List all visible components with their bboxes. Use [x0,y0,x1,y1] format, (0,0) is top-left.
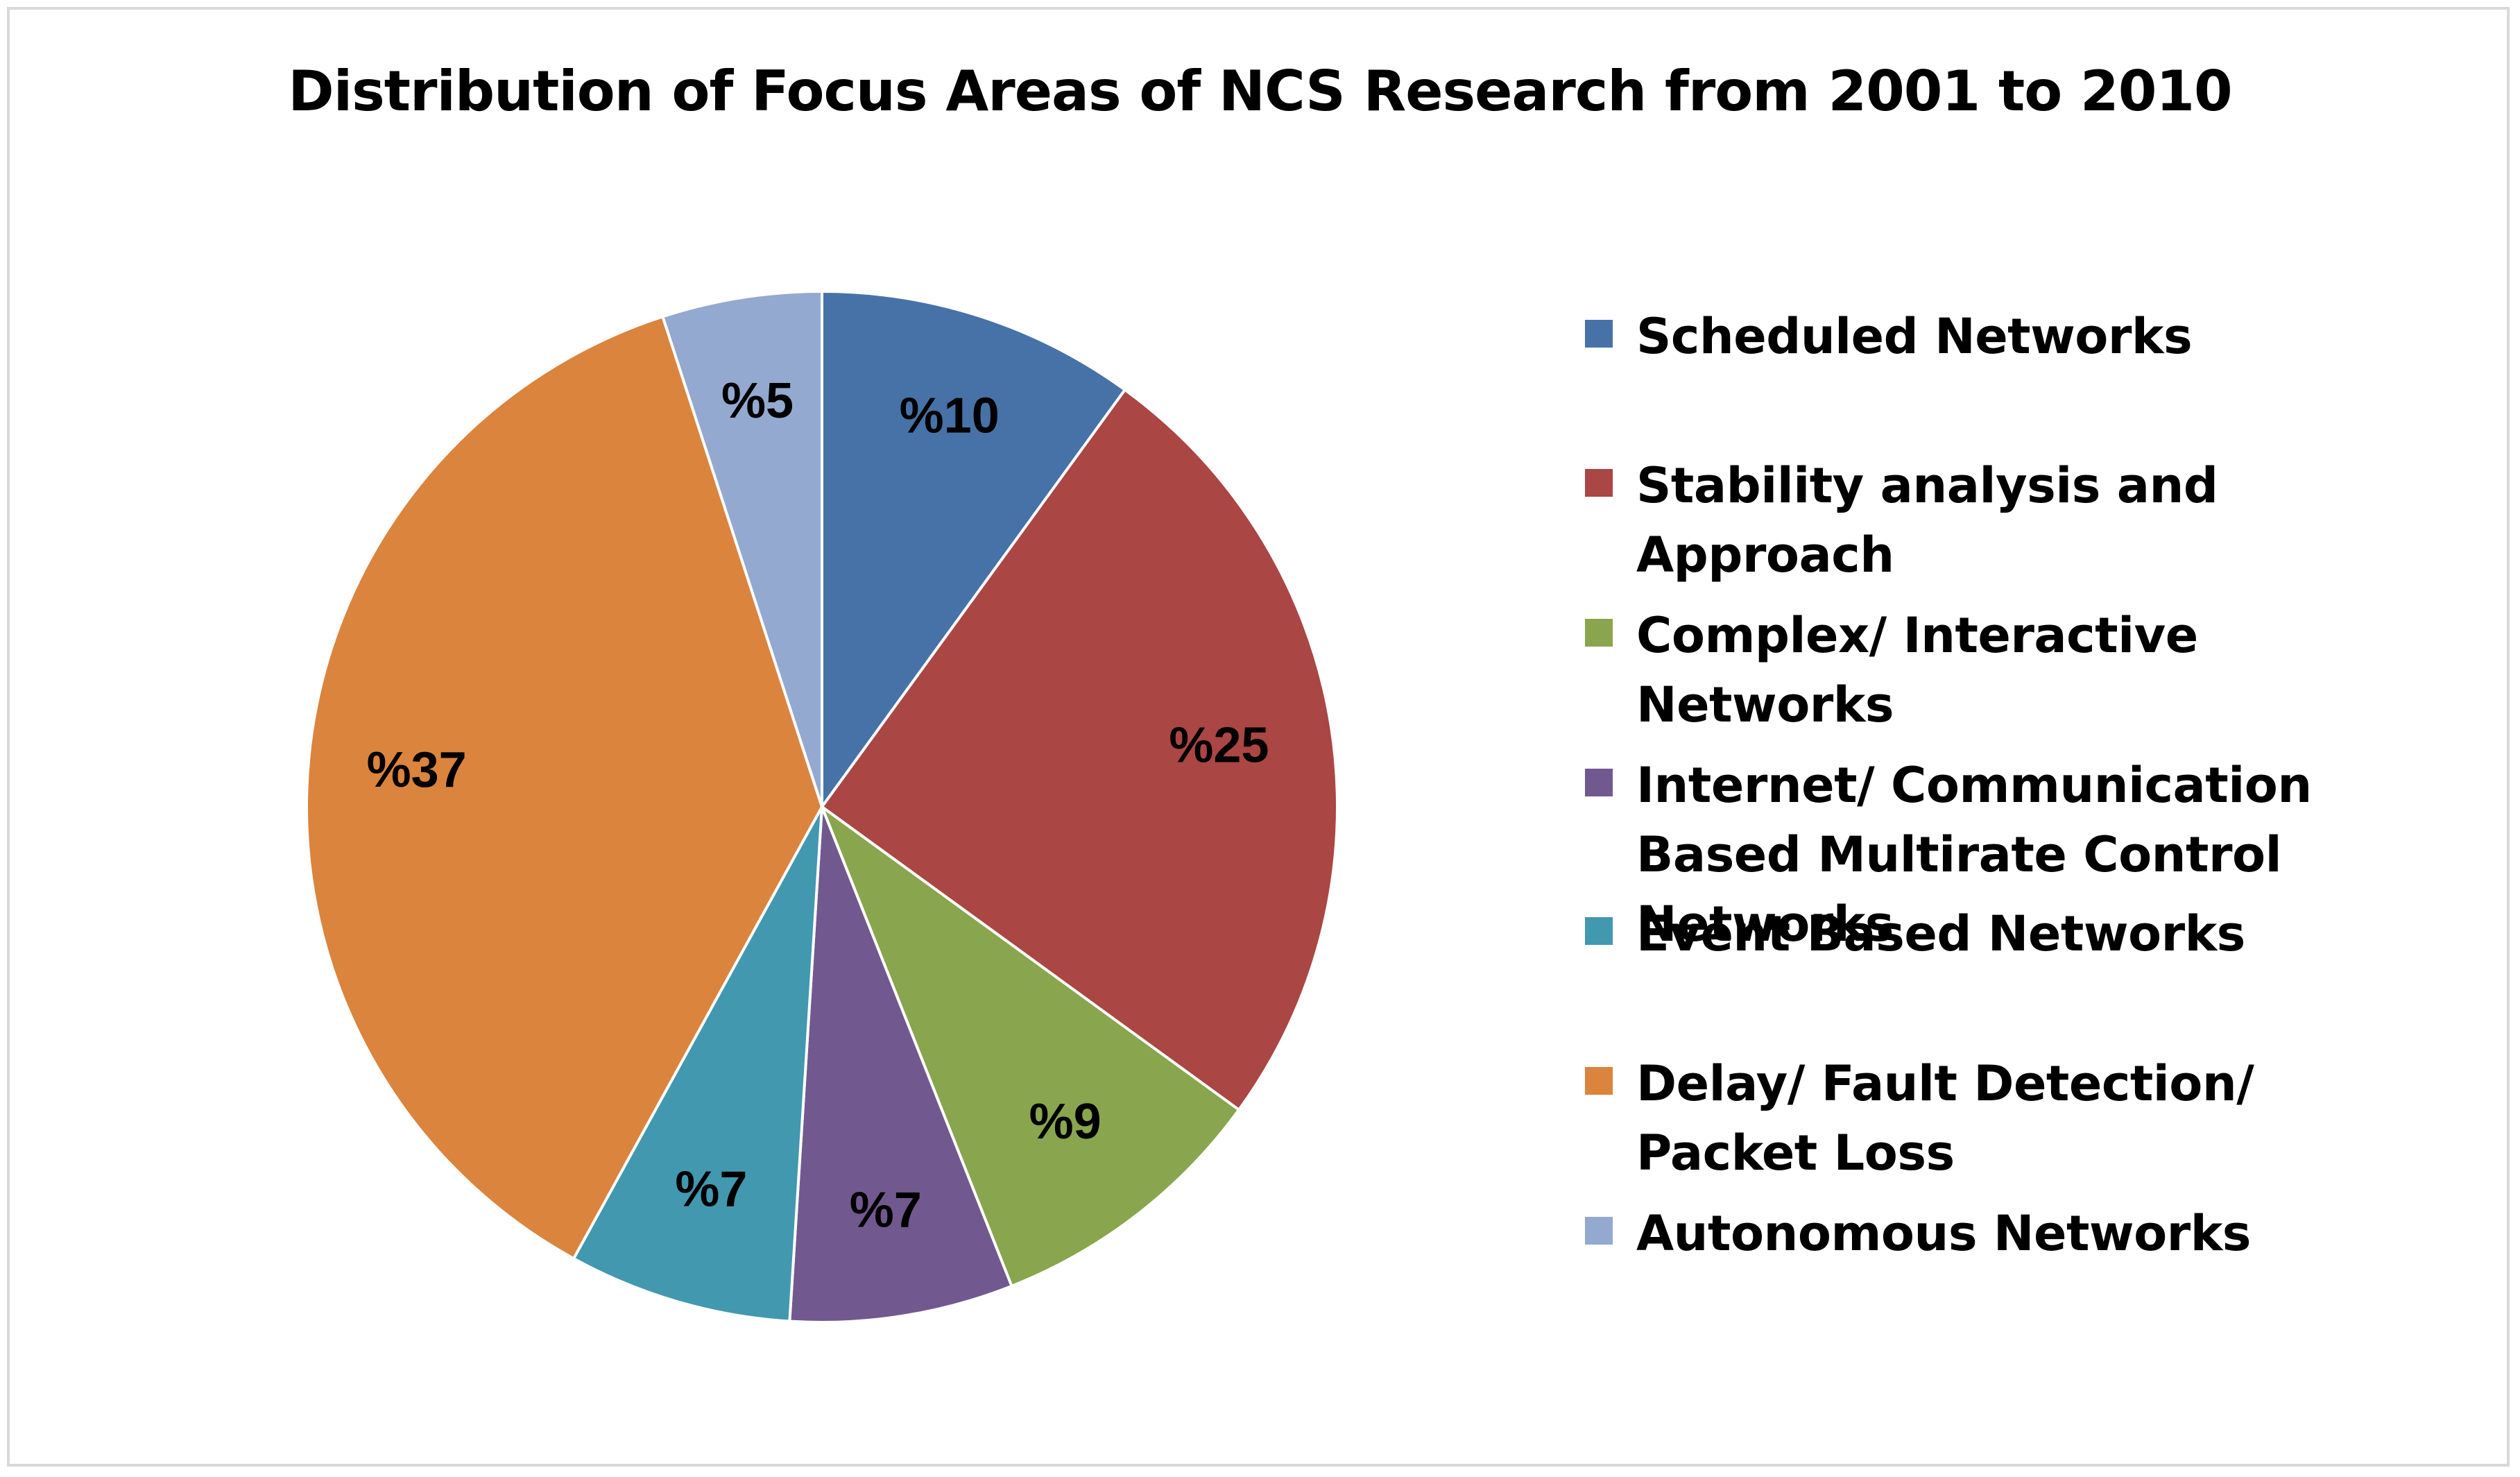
legend-label: Autonomous Networks [1636,1205,2251,1262]
pie-data-labels: %10 %25 %9 %7 %7 %37 %5 [367,373,1269,1238]
data-label-scheduled-networks: %10 [900,389,1000,444]
legend-item-scheduled-networks: Scheduled Networks [1585,302,2469,371]
chart-title: Distribution of Focus Areas of NCS Resea… [288,59,2232,123]
legend-item-stability-analysis: Stability analysis and Approach [1585,451,2469,590]
legend-swatch [1585,917,1613,945]
data-label-autonomous-networks: %5 [721,373,794,429]
legend-label: Delay/ Fault Detection/ Packet Loss [1636,1055,2254,1181]
legend-swatch [1585,619,1613,647]
pie-slice-internet-communication-based-multirate-control-networks [788,806,1014,1324]
legend-swatch [1585,1067,1613,1095]
pie-slice-event-based-networks [572,806,823,1323]
legend-label: Event Based Networks [1636,905,2245,962]
data-label-delay-fault-detection-packet-loss: %37 [367,742,467,798]
data-label-complex-interactive-networks: %9 [1029,1094,1102,1150]
data-label-stability-analysis-and-approach: %25 [1169,717,1269,773]
legend-item-internet-communication: Internet/ Communication Based Multirate … [1585,751,2489,959]
pie-slice-autonomous-networks [660,289,823,808]
data-label-internet-communication-based-multirate-control-networks: %7 [850,1183,922,1238]
pie-slices [305,289,1339,1324]
legend-item-autonomous-networks: Autonomous Networks [1585,1199,2469,1268]
legend-swatch [1585,769,1613,796]
legend-label: Scheduled Networks [1636,308,2193,365]
legend-swatch [1585,1217,1613,1245]
pie-slice-delay-fault-detection-packet-loss [305,314,824,1261]
legend-label: Complex/ Interactive Networks [1636,607,2198,733]
legend-label: Stability analysis and Approach [1636,457,2218,583]
legend-swatch [1585,320,1613,348]
legend-swatch [1585,469,1613,497]
legend-label: Internet/ Communication Based Multirate … [1636,757,2312,953]
legend-item-delay-fault-detection: Delay/ Fault Detection/ Packet Loss [1585,1049,2392,1188]
pie-slice-scheduled-networks [821,289,1127,812]
pie-slice-stability-analysis-and-approach [820,388,1339,1112]
pie-slice-complex-interactive-networks [818,803,1241,1288]
legend-item-event-based-networks: Event Based Networks [1585,899,2469,968]
data-label-event-based-networks: %7 [675,1161,747,1217]
legend-item-complex-interactive-networks: Complex/ Interactive Networks [1585,601,2469,740]
legend: Scheduled Networks Stability analysis an… [1585,0,2487,1477]
